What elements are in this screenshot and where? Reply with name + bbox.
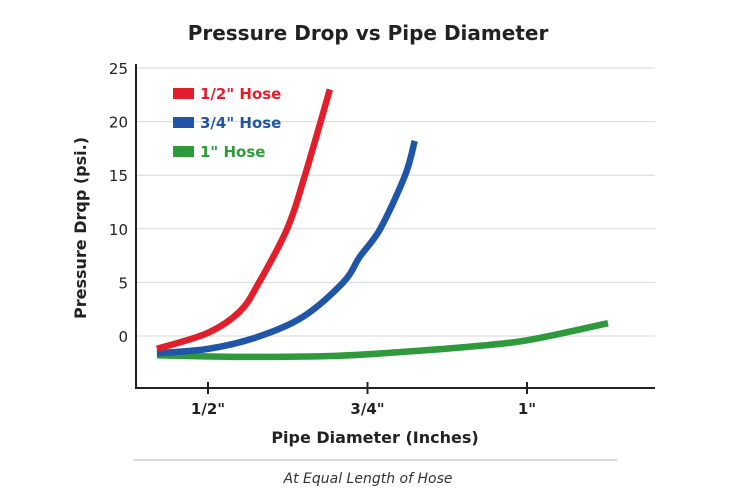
x-tick-label: 1" bbox=[518, 400, 536, 418]
y-tick-label: 15 bbox=[109, 167, 128, 185]
legend-label: 3/4" Hose bbox=[200, 114, 281, 132]
series-line bbox=[156, 140, 418, 357]
legend-swatch bbox=[173, 88, 194, 99]
y-tick-label: 0 bbox=[118, 328, 128, 346]
chart-note: At Equal Length of Hose bbox=[283, 471, 453, 487]
legend-swatch bbox=[173, 146, 194, 157]
series-line bbox=[155, 88, 333, 352]
chart-title: Pressure Drop vs Pipe Diameter bbox=[188, 21, 549, 45]
legend-swatch bbox=[173, 117, 194, 128]
y-axis-label: Pressure Drqp (psi.) bbox=[71, 137, 90, 319]
y-tick-label: 10 bbox=[109, 221, 128, 239]
x-tick-label: 1/2" bbox=[191, 400, 225, 418]
y-tick-label: 25 bbox=[109, 60, 128, 78]
series-line bbox=[156, 319, 609, 361]
y-tick-label: 5 bbox=[118, 274, 128, 292]
legend-label: 1/2" Hose bbox=[200, 85, 281, 103]
x-tick-label: 3/4" bbox=[350, 400, 384, 418]
x-axis-label: Pipe Diameter (Inches) bbox=[271, 428, 478, 447]
y-tick-label: 20 bbox=[109, 114, 128, 132]
legend-label: 1" Hose bbox=[200, 143, 265, 161]
